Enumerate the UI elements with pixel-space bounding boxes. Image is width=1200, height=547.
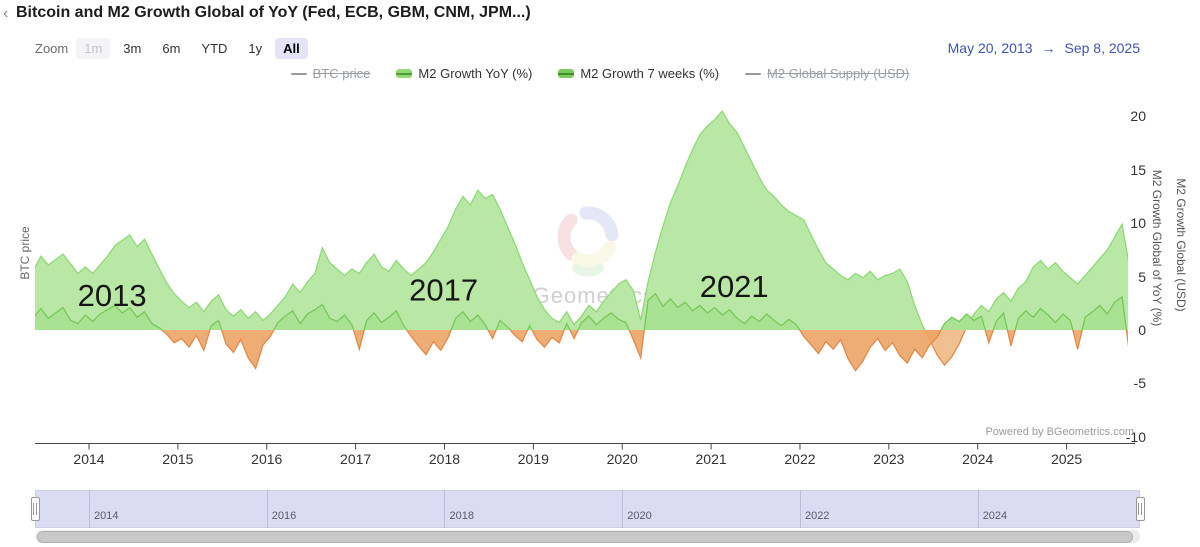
x-tick-label: 2020 xyxy=(606,451,638,467)
legend-marker xyxy=(558,69,575,78)
x-tick-label: 2025 xyxy=(1050,451,1083,467)
powered-by-link[interactable]: Powered by BGeometrics.com xyxy=(985,426,1134,438)
x-tick-label: 2019 xyxy=(517,451,549,467)
navigator-gridline xyxy=(799,490,801,528)
zoom-toolbar: Zoom 1m 3m 6m YTD 1y All xyxy=(35,38,308,59)
y-tick-label: -10 xyxy=(1125,428,1146,445)
legend-item-m2-growth-7-weeks-[interactable]: M2 Growth 7 weeks (%) xyxy=(558,66,719,81)
legend-label: BTC price xyxy=(312,66,371,81)
x-tick-label: 2016 xyxy=(251,451,283,467)
x-tick-label: 2022 xyxy=(784,451,816,467)
navigator-band[interactable] xyxy=(35,490,1140,528)
zoom-button-1m: 1m xyxy=(76,38,111,59)
x-tick-label: 2023 xyxy=(873,451,905,467)
legend-marker xyxy=(290,72,307,75)
annotation-2013: 2013 xyxy=(78,278,147,313)
navigator-gridline xyxy=(89,490,90,528)
watermark-logo xyxy=(557,206,619,277)
x-tick-label: 2014 xyxy=(73,451,105,467)
range-start-date[interactable]: May 20, 2013 xyxy=(947,40,1033,56)
legend-label: M2 Growth 7 weeks (%) xyxy=(580,66,720,81)
navigator-year-label: 2014 xyxy=(94,510,119,522)
zoom-button-6m[interactable]: 6m xyxy=(162,41,181,56)
x-tick-label: 2018 xyxy=(428,451,461,467)
series-m2-growth-yoy- xyxy=(35,109,1128,367)
navigator-right-handle[interactable] xyxy=(1135,497,1145,521)
range-end-date[interactable]: Sep 8, 2025 xyxy=(1064,40,1140,56)
navigator-gridline xyxy=(266,490,268,528)
annotation-2021: 2021 xyxy=(700,269,769,304)
navigator-gridline xyxy=(444,490,446,528)
scrollbar-thumb[interactable] xyxy=(37,530,1133,543)
x-tick-label: 2015 xyxy=(162,451,194,467)
back-chevron[interactable]: ‹ xyxy=(3,5,9,22)
y-tick-label: 15 xyxy=(1130,161,1146,178)
zoom-button-all[interactable]: All xyxy=(275,38,308,59)
x-tick-label: 2021 xyxy=(695,451,727,467)
legend-item-m2-global-supply-usd-[interactable]: M2 Global Supply (USD) xyxy=(745,66,909,81)
y-tick-label: 5 xyxy=(1138,268,1146,285)
x-tick-label: 2024 xyxy=(962,451,994,467)
series-m2-growth-7-weeks- xyxy=(35,292,1128,372)
legend-label: M2 Growth YoY (%) xyxy=(418,66,533,81)
navigator-year-label: 2016 xyxy=(271,510,297,522)
zoom-button-3m[interactable]: 3m xyxy=(123,41,142,56)
navigator-gridline xyxy=(977,490,979,528)
date-range: May 20, 2013 → Sep 8, 2025 xyxy=(948,40,1140,56)
zoom-button-1y[interactable]: 1y xyxy=(248,41,263,56)
range-arrow-icon: → xyxy=(1041,40,1056,56)
navigator-left-handle[interactable] xyxy=(30,497,40,521)
legend-item-m2-growth-yoy-[interactable]: M2 Growth YoY (%) xyxy=(396,66,532,81)
x-tick-label: 2017 xyxy=(340,451,372,467)
annotation-2017: 2017 xyxy=(409,272,478,307)
legend: BTC price M2 Growth YoY (%) M2 Growth 7 we… xyxy=(0,66,1200,81)
zoom-buttons: 1m 3m 6m YTD 1y All xyxy=(76,38,308,59)
legend-marker xyxy=(745,72,762,75)
y-tick-label: 0 xyxy=(1138,322,1146,338)
navigator-year-label: 2024 xyxy=(982,510,1008,522)
page-title: Bitcoin and M2 Growth Global of YoY (Fed… xyxy=(16,4,531,21)
navigator-year-label: 2018 xyxy=(449,510,474,522)
navigator-year-label: 2022 xyxy=(804,510,830,522)
y-tick-label: 20 xyxy=(1130,108,1146,125)
y-tick-label: -5 xyxy=(1133,375,1146,392)
zoom-button-ytd[interactable]: YTD xyxy=(201,41,228,56)
legend-label: M2 Global Supply (USD) xyxy=(767,66,910,81)
zoom-label: Zoom xyxy=(35,41,69,56)
navigator-year-label: 2020 xyxy=(627,510,652,522)
y-tick-label: 10 xyxy=(1130,215,1146,232)
navigator-gridline xyxy=(622,490,624,528)
legend-marker xyxy=(396,69,413,78)
legend-item-btc-price[interactable]: BTC price xyxy=(290,66,371,81)
